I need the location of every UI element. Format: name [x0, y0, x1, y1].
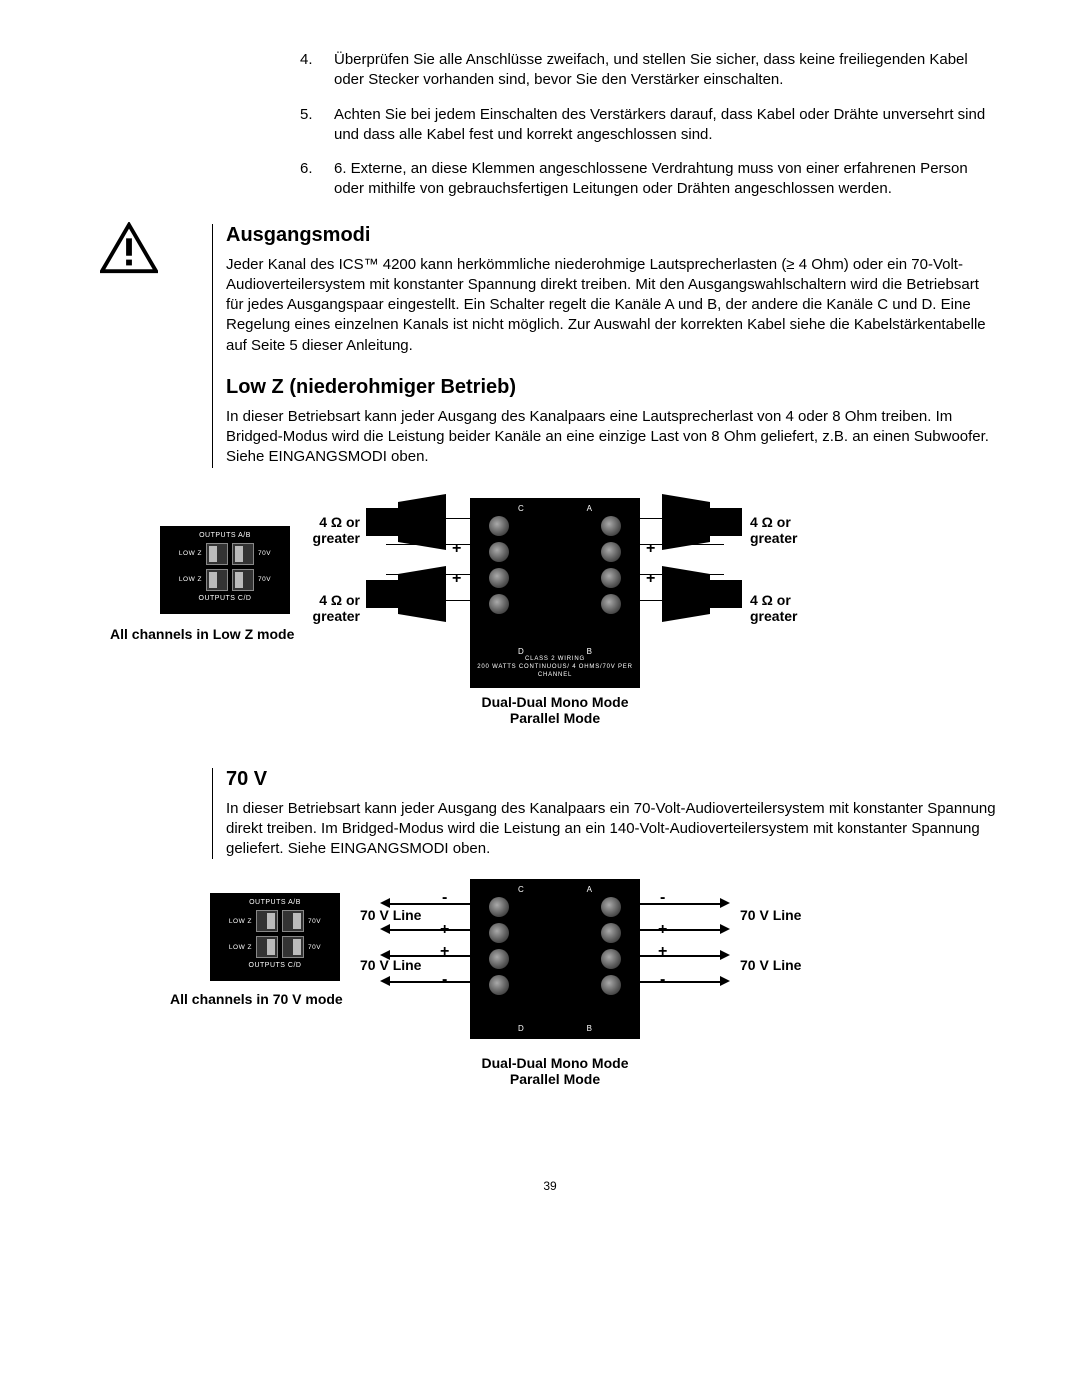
body-ausgangsmodi: Jeder Kanal des ICS™ 4200 kann herkömmli…: [100, 255, 1000, 356]
numbered-list: 4.Überprüfen Sie alle Anschlüsse zweifac…: [100, 50, 1000, 200]
switch-left-lbl: LOW Z: [179, 576, 202, 583]
list-item: 5.Achten Sie bei jedem Einschalten des V…: [300, 105, 1000, 146]
switch-label-bottom: OUTPUTS C/D: [166, 595, 284, 602]
line-label: 70 V Line: [360, 957, 421, 974]
list-text: 6. Externe, an diese Klemmen angeschloss…: [334, 159, 1000, 200]
terminal-box: C A D B: [470, 879, 640, 1039]
switch-ab: [206, 543, 228, 565]
minus-sign: -: [660, 889, 665, 907]
ohm-label: 4 Ω orgreater: [304, 592, 360, 626]
plus-sign: +: [646, 570, 655, 588]
ch-c: C: [518, 504, 524, 513]
plus-sign: +: [658, 921, 667, 939]
switch-ab2: [232, 543, 254, 565]
ohm-label: 4 Ω orgreater: [304, 514, 360, 548]
switch-box: OUTPUTS A/B LOW Z 70V LOW Z 70V OUTPUTS C/…: [160, 526, 290, 614]
plus-sign: +: [440, 943, 449, 961]
switch-cd2: [232, 569, 254, 591]
list-number: 4.: [300, 50, 334, 91]
page-number: 39: [100, 1179, 1000, 1193]
minus-sign: -: [442, 889, 447, 907]
switch-cd: [206, 569, 228, 591]
switch-right-lbl: 70V: [258, 550, 271, 557]
switch-caption: All channels in 70 V mode: [170, 991, 430, 1007]
ohm-label: 4 Ω orgreater: [750, 592, 820, 626]
switch-label-top: OUTPUTS A/B: [216, 899, 334, 906]
body-lowz: In dieser Betriebsart kann jeder Ausgang…: [100, 407, 1000, 468]
list-number: 5.: [300, 105, 334, 146]
ch-a: A: [587, 504, 592, 513]
list-item: 4.Überprüfen Sie alle Anschlüsse zweifac…: [300, 50, 1000, 91]
list-text: Überprüfen Sie alle Anschlüsse zweifach,…: [334, 50, 1000, 91]
speaker-left-top: [358, 494, 448, 550]
minus-sign: -: [660, 971, 665, 989]
ch-b: B: [587, 647, 592, 656]
heading-ausgangsmodi: Ausgangsmodi: [100, 224, 1000, 247]
switch-label-top: OUTPUTS A/B: [166, 532, 284, 539]
plus-sign: +: [440, 921, 449, 939]
ch-b: B: [587, 1024, 592, 1033]
list-number: 6.: [300, 159, 334, 200]
switch-box: OUTPUTS A/B LOW Z70V LOW Z70V OUTPUTS C/…: [210, 893, 340, 981]
plus-sign: +: [452, 570, 461, 588]
switch-right-lbl: 70V: [258, 576, 271, 583]
heading-lowz: Low Z (niederohmiger Betrieb): [100, 376, 1000, 399]
ohm-label: 4 Ω orgreater: [750, 514, 820, 548]
heading-70v: 70 V: [100, 768, 1000, 791]
section-ausgangsmodi: Ausgangsmodi Jeder Kanal des ICS™ 4200 k…: [100, 224, 1000, 468]
ch-d: D: [518, 647, 524, 656]
ch-a: A: [587, 885, 592, 894]
term-spec: 200 WATTS CONTINUOUS/ 4 OHMS/70V PER CHA…: [477, 664, 633, 678]
mode-caption: Dual-Dual Mono Mode Parallel Mode: [455, 1055, 655, 1087]
warning-icon: [100, 222, 158, 274]
plus-sign: +: [658, 943, 667, 961]
section-70v: 70 V In dieser Betriebsart kann jeder Au…: [100, 768, 1000, 860]
minus-sign: -: [442, 971, 447, 989]
list-text: Achten Sie bei jedem Einschalten des Ver…: [334, 105, 1000, 146]
line-label: 70 V Line: [360, 907, 421, 924]
plus-sign: +: [452, 540, 461, 558]
switch-label-bottom: OUTPUTS C/D: [216, 962, 334, 969]
line-label: 70 V Line: [740, 957, 801, 974]
body-70v: In dieser Betriebsart kann jeder Ausgang…: [100, 799, 1000, 860]
term-class: CLASS 2 WIRING: [525, 656, 585, 662]
terminal-box: C A D B CLASS 2 WIRING 200 WATTS CONTINU…: [470, 498, 640, 688]
vertical-divider: [212, 224, 213, 468]
list-item: 6.6. Externe, an diese Klemmen angeschlo…: [300, 159, 1000, 200]
speaker-right-top: [660, 494, 750, 550]
diagram-lowz: OUTPUTS A/B LOW Z 70V LOW Z 70V OUTPUTS C/…: [100, 498, 1000, 738]
ch-d: D: [518, 1024, 524, 1033]
ch-c: C: [518, 885, 524, 894]
vertical-divider: [212, 768, 213, 860]
terminal-spec: CLASS 2 WIRING 200 WATTS CONTINUOUS/ 4 O…: [470, 656, 640, 679]
mode-caption: Dual-Dual Mono Mode Parallel Mode: [455, 694, 655, 726]
plus-sign: +: [646, 540, 655, 558]
switch-caption: All channels in Low Z mode: [110, 626, 350, 642]
line-label: 70 V Line: [740, 907, 801, 924]
diagram-70v: OUTPUTS A/B LOW Z70V LOW Z70V OUTPUTS C/…: [100, 889, 1000, 1119]
switch-left-lbl: LOW Z: [179, 550, 202, 557]
